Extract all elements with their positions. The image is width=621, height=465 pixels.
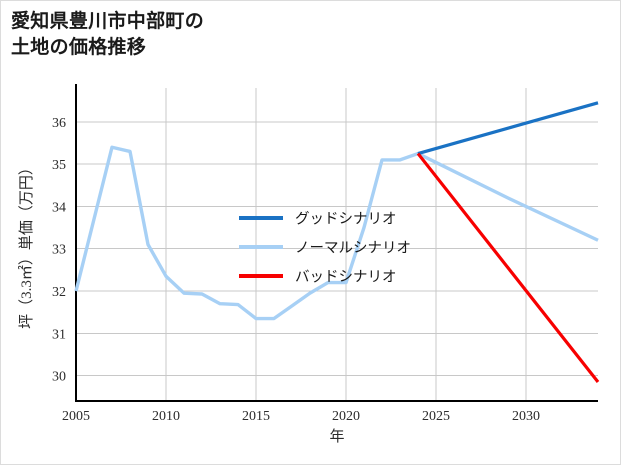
y-tick-label: 32 [52,285,66,300]
x-tick-label: 2015 [242,409,270,424]
legend-label: ノーマルシナリオ [295,241,411,257]
y-tick-label: 34 [52,200,66,215]
x-axis-title: 年 [329,428,344,445]
y-axis-ticks: 30 31 32 33 34 35 36 [52,116,81,385]
data-series [74,101,600,383]
series-line [416,152,600,383]
y-axis-title: 坪（3.3㎡）単価（万円） [18,160,35,329]
x-tick-label: 2025 [422,409,450,424]
y-tick-label: 33 [52,243,66,258]
series-line [74,145,599,321]
series-line [417,101,599,156]
legend-label: グッドシナリオ [295,211,397,228]
x-axis-ticks: 2005 2010 2015 2020 2025 2030 [62,409,540,424]
x-tick-label: 2030 [512,409,540,424]
y-tick-label: 30 [52,370,66,385]
chart-title: 愛知県豊川市中部町の 土地の価格推移 [11,11,205,58]
axis-lines [74,84,598,403]
x-tick-label: 2005 [62,409,90,424]
x-tick-label: 2020 [332,409,360,424]
y-tick-label: 31 [52,327,66,342]
y-tick-label: 36 [52,116,66,131]
legend-label: バッドシナリオ [295,270,397,286]
x-tick-label: 2010 [152,409,180,424]
y-tick-label: 35 [52,158,66,173]
